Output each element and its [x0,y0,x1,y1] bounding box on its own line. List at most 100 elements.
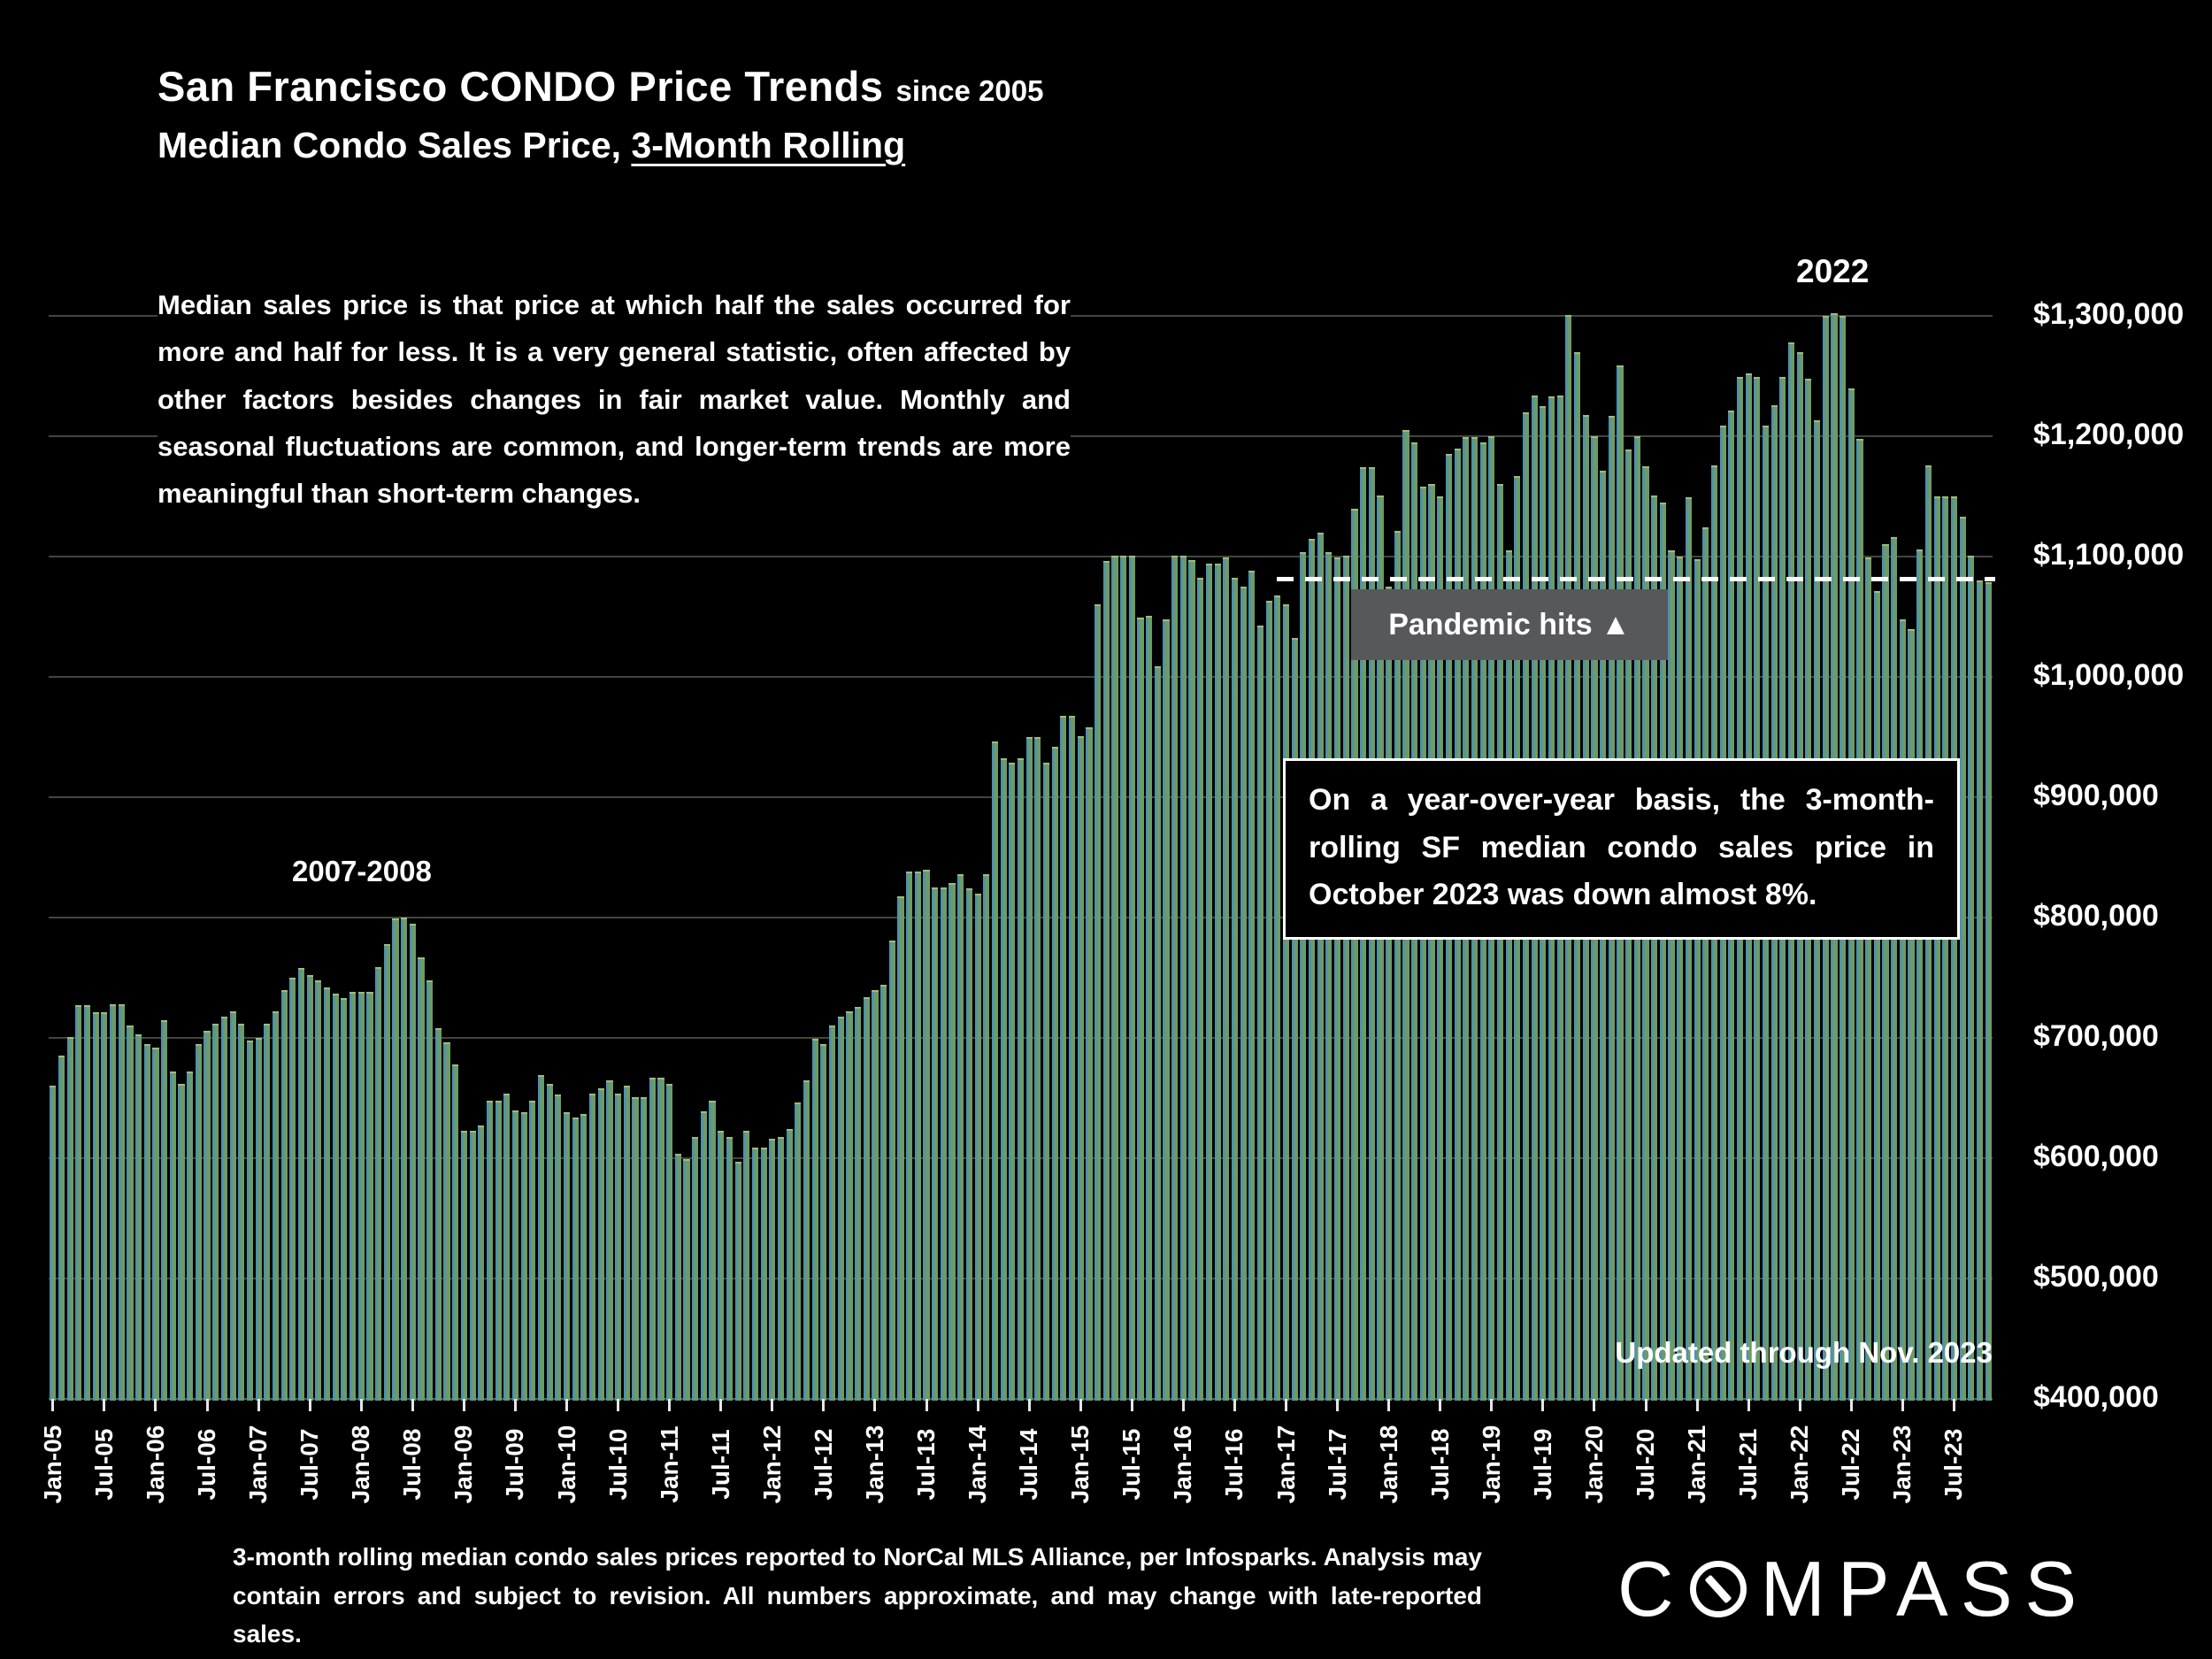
bar-month-32 [323,987,331,1401]
x-axis-label-Jan-22: Jan-22 [1786,1425,1814,1504]
bar-month-37 [366,992,373,1401]
x-axis-tick-Jul-20 [1644,1399,1647,1411]
bar-month-146 [1300,551,1307,1401]
x-axis-label-Jul-13: Jul-13 [912,1428,941,1501]
bar-month-187 [1651,495,1658,1401]
bar-month-105 [949,882,956,1401]
bar-month-10 [135,1033,142,1401]
bar-month-91 [828,1025,836,1401]
x-axis-label-Jan-21: Jan-21 [1683,1425,1711,1504]
x-axis-label-Jan-16: Jan-16 [1169,1425,1197,1504]
x-axis-label-Jul-15: Jul-15 [1118,1428,1146,1501]
pandemic-hits-callout: Pandemic hits ▲ [1351,589,1668,660]
bar-month-30 [306,975,313,1401]
y-axis-label-400k: $400,000 [2033,1380,2159,1414]
bar-month-141 [1256,625,1264,1401]
bar-month-39 [383,943,390,1401]
x-axis-tick-Jan-16 [1181,1399,1185,1411]
bar-month-65 [606,1079,613,1401]
x-axis-label-Jan-19: Jan-19 [1477,1425,1505,1504]
bar-month-11 [143,1043,150,1401]
bar-month-224 [1968,555,1975,1401]
bar-month-5 [92,1012,99,1401]
bar-month-129 [1154,665,1161,1401]
bar-month-131 [1171,555,1179,1401]
x-axis-tick-Jul-08 [411,1399,414,1411]
page-subtitle-underlined: 3-Month Rolling [631,125,906,165]
bar-month-62 [580,1113,588,1401]
compass-logo-letters-mpass: MPASS [1760,1545,2090,1632]
bar-month-122 [1094,604,1102,1401]
bar-month-33 [332,993,339,1401]
bar-month-138 [1231,578,1239,1401]
bar-month-48 [460,1130,467,1401]
bar-month-132 [1179,555,1187,1401]
bar-month-99 [897,895,904,1401]
x-axis-tick-Jul-19 [1541,1399,1545,1411]
x-axis-label-Jul-19: Jul-19 [1528,1428,1556,1501]
bar-month-75 [692,1136,699,1401]
x-axis-label-Jul-14: Jul-14 [1015,1428,1043,1501]
x-axis-tick-Jan-11 [668,1399,672,1411]
bar-month-34 [341,998,348,1401]
bar-month-188 [1659,502,1666,1401]
x-axis-tick-Jul-18 [1439,1399,1442,1411]
bar-month-214 [1882,544,1889,1401]
x-axis-tick-Jan-14 [976,1399,979,1411]
x-axis-tick-Jul-06 [205,1399,209,1411]
bar-month-136 [1214,564,1221,1401]
page-title-main: San Francisco CONDO Price Trends [157,63,884,110]
bar-month-144 [1282,604,1290,1401]
bar-month-44 [426,979,434,1401]
bar-month-64 [597,1088,604,1401]
x-axis-label-Jan-10: Jan-10 [552,1425,580,1504]
bar-month-126 [1128,555,1135,1401]
bar-month-117 [1051,746,1058,1401]
bar-month-52 [495,1100,502,1401]
bar-month-41 [401,918,408,1401]
bar-month-156 [1386,587,1393,1401]
bar-month-101 [914,872,921,1401]
source-disclaimer: 3-month rolling median condo sales price… [233,1543,1482,1648]
x-axis-tick-Jul-12 [822,1399,826,1411]
bar-month-26 [272,1011,280,1401]
gridline-1100k [49,556,1993,557]
bar-month-189 [1668,550,1675,1401]
x-axis-tick-Jul-21 [1747,1399,1750,1411]
bar-month-218 [1916,549,1924,1401]
y-axis-label-900k: $900,000 [2033,779,2159,812]
bar-month-7 [110,1003,117,1401]
bar-month-56 [529,1100,536,1401]
y-axis-label-1100k: $1,100,000 [2033,538,2185,572]
x-axis-tick-Jul-11 [719,1399,723,1411]
yoy-note-box: On a year-over-year basis, the 3-month-r… [1283,758,1960,941]
bar-month-149 [1325,551,1333,1401]
bar-month-29 [297,968,305,1401]
bar-month-119 [1068,715,1076,1401]
bar-month-142 [1265,601,1272,1401]
bar-month-111 [1000,758,1007,1401]
bar-month-43 [418,956,425,1401]
bar-month-225 [1976,580,1984,1401]
bar-month-137 [1223,557,1230,1401]
bar-month-123 [1102,561,1110,1401]
bar-month-215 [1891,537,1898,1401]
bar-month-14 [169,1071,176,1401]
updated-through-label: Updated through Nov. 2023 [1615,1336,1993,1369]
bar-month-213 [1873,591,1880,1401]
bar-month-45 [434,1028,442,1401]
x-axis-tick-Jan-19 [1490,1399,1494,1411]
x-axis-label-Jan-07: Jan-07 [244,1425,273,1504]
bar-month-28 [289,978,296,1401]
x-axis-label-Jul-08: Jul-08 [398,1428,426,1501]
bar-month-151 [1342,555,1349,1401]
bar-month-66 [615,1093,622,1401]
bar-month-38 [375,966,382,1401]
bar-month-69 [641,1096,648,1401]
bar-month-116 [1042,762,1050,1401]
bar-month-133 [1188,560,1195,1401]
bar-month-157 [1394,531,1401,1401]
median-price-description: Median sales price is that price at whic… [157,281,1071,518]
bar-month-190 [1677,557,1684,1401]
x-axis-tick-Jul-09 [513,1399,517,1411]
